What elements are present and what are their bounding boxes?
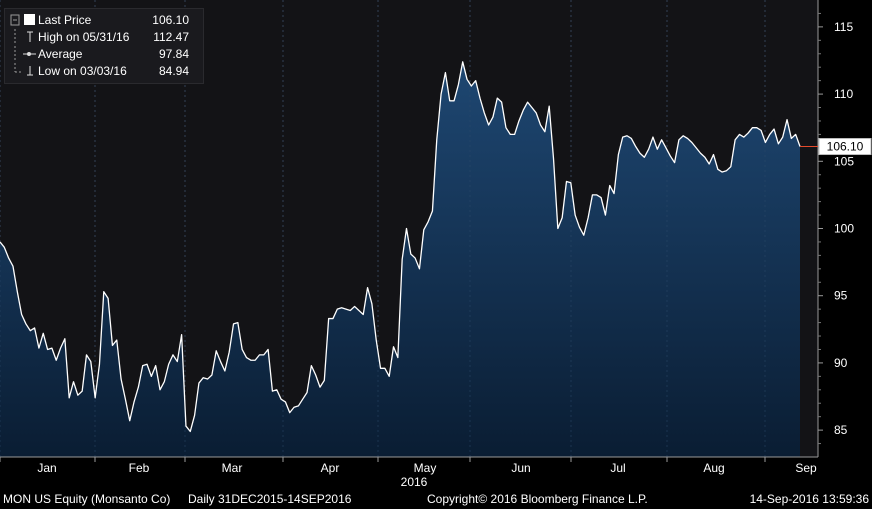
x-tick-label: Aug (703, 461, 724, 475)
average-line-icon (10, 46, 36, 62)
date-range: Daily 31DEC2015-14SEP2016 (188, 492, 352, 506)
y-tick-label: 115 (834, 20, 853, 34)
legend-item-average: Average 97.84 (5, 46, 203, 62)
filled-square-icon (10, 12, 36, 28)
y-tick-label: 100 (834, 222, 854, 236)
x-tick-label: Jul (610, 461, 625, 475)
year-label: 2016 (401, 475, 428, 489)
legend-label: Last Price (38, 13, 92, 27)
legend-box: Last Price 106.10 High on 05/31/16 112.4… (4, 8, 204, 84)
last-price-marker: 106.10 (800, 138, 872, 156)
legend-label: Average (38, 47, 83, 61)
y-tick-label: 110 (834, 87, 853, 101)
last-price-label: 106.10 (827, 140, 864, 154)
x-tick-label: Mar (222, 461, 243, 475)
copyright: Copyright© 2016 Bloomberg Finance L.P. (427, 492, 648, 506)
y-tick-label: 95 (834, 289, 848, 303)
x-tick-label: Jun (511, 461, 530, 475)
price-line (0, 61, 801, 433)
footer-bar: MON US Equity (Monsanto Co) Daily 31DEC2… (0, 490, 872, 509)
x-axis: Jan Feb Mar Apr May Jun Jul Aug Sep 2016 (0, 456, 818, 489)
legend-label: Low on 03/03/16 (38, 64, 127, 78)
x-tick-label: Feb (129, 461, 150, 475)
legend-value: 112.47 (153, 30, 189, 44)
legend-value: 106.10 (152, 13, 189, 27)
x-tick-label: May (414, 461, 437, 475)
legend-item-high: High on 05/31/16 112.47 (5, 29, 203, 45)
legend-item-last-price: Last Price 106.10 (5, 12, 203, 28)
legend-value: 97.84 (158, 47, 189, 61)
legend-value: 84.94 (158, 64, 189, 78)
x-tick-label: Sep (795, 461, 817, 475)
security-name: MON US Equity (Monsanto Co) (3, 492, 171, 506)
price-area (0, 61, 800, 457)
y-tick-label: 85 (834, 423, 848, 437)
x-tick-label: Jan (37, 461, 56, 475)
timestamp: 14-Sep-2016 13:59:36 (749, 492, 869, 506)
y-axis: 85 90 95 100 105 110 115 (817, 0, 854, 457)
y-tick-label: 105 (834, 154, 854, 168)
y-tick-label: 90 (834, 356, 848, 370)
high-marker-icon (10, 29, 36, 45)
x-tick-label: Apr (321, 461, 340, 475)
legend-label: High on 05/31/16 (38, 30, 130, 44)
legend-item-low: Low on 03/03/16 84.94 (5, 63, 203, 79)
last-price-box (818, 138, 872, 156)
low-marker-icon (10, 63, 36, 79)
